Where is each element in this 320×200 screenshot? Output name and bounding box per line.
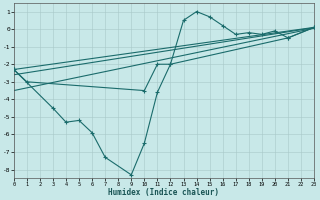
X-axis label: Humidex (Indice chaleur): Humidex (Indice chaleur) [108, 188, 220, 197]
